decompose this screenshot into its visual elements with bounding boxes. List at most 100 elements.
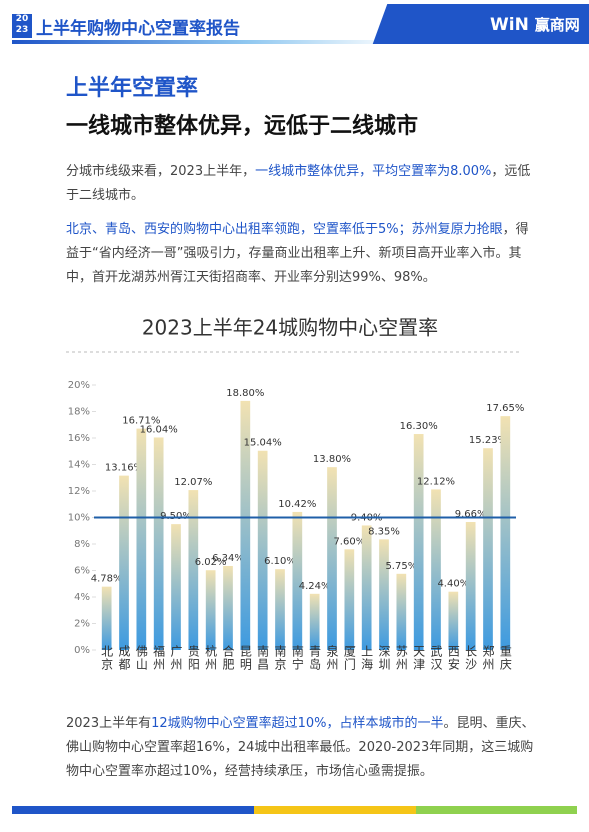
bar xyxy=(188,490,199,650)
body-text: 。昆明、重庆、佛山购物中心空置率超16%，24城中出租率最低。2020-2023… xyxy=(66,716,535,779)
paragraph: 2023上半年有12城购物中心空置率超过10%，占样本城市的一半。昆明、重庆、佛… xyxy=(66,712,536,784)
chart-title: 2023上半年24城购物中心空置率 xyxy=(142,316,438,340)
bar xyxy=(431,489,441,650)
bar xyxy=(465,522,476,650)
footer-stripe xyxy=(12,806,577,814)
x-tick-label: 南昌 xyxy=(256,644,270,671)
y-tick-label: 4% xyxy=(74,592,90,603)
x-tick-label: 南宁 xyxy=(290,644,304,671)
value-label: 4.40% xyxy=(437,579,469,590)
bar xyxy=(500,416,511,650)
value-label: 16.04% xyxy=(140,424,178,435)
stripe xyxy=(254,806,416,814)
y-tick-label: 18% xyxy=(68,407,90,418)
x-tick-label: 武汉 xyxy=(429,645,443,671)
value-label: 4.78% xyxy=(91,574,123,585)
bar xyxy=(413,434,424,650)
x-tick-label: 郑州 xyxy=(481,644,495,671)
value-label: 6.34% xyxy=(212,553,244,564)
value-label: 16.71% xyxy=(122,416,160,427)
bar xyxy=(396,573,407,650)
paragraph: 北京、青岛、西安的购物中心出租率领跑，空置率低于5%；苏州复原力抢眼，得益于“省… xyxy=(66,218,536,290)
highlight-text: 北京、青岛、西安的购物中心出租率领跑，空置率低于5%；苏州复原力抢眼 xyxy=(66,222,503,237)
body-text: ，远低于二线城市。 xyxy=(66,164,531,203)
body-text: 分城市线级来看，2023上半年， xyxy=(66,164,256,179)
stripe xyxy=(415,806,577,814)
highlight-text: 一线城市整体优异，平均空置率为8.00% xyxy=(255,164,492,179)
section-title: 上半年空置率 xyxy=(66,76,199,101)
stripe xyxy=(12,806,255,814)
value-label: 13.16% xyxy=(105,463,143,474)
bar xyxy=(292,511,303,650)
value-label: 6.02% xyxy=(195,557,227,568)
value-label: 13.80% xyxy=(313,454,351,465)
bar xyxy=(327,467,337,650)
value-label: 8.35% xyxy=(368,526,400,537)
x-tick-label: 昆明 xyxy=(238,645,252,671)
value-label: 9.66% xyxy=(455,509,487,520)
badge-line: 23 xyxy=(15,25,29,35)
y-tick-label: 6% xyxy=(74,566,90,577)
bar xyxy=(240,400,251,650)
badge-line: 20 xyxy=(15,14,29,24)
x-tick-label: 佛山 xyxy=(134,645,148,671)
y-tick-label: 10% xyxy=(68,513,90,524)
bar xyxy=(379,539,389,650)
value-label: 6.10% xyxy=(264,556,296,567)
chart: 2023上半年24城购物中心空置率 0% 2% 4% 6% 8% 10% 12% 14% 16%… xyxy=(66,316,524,671)
value-label: 12.12% xyxy=(417,476,455,487)
bar xyxy=(171,524,181,650)
y-tick-label: 14% xyxy=(68,460,90,471)
header-title: 上半年购物中心空置率报告 xyxy=(36,19,240,39)
x-tick-label: 北京 xyxy=(100,645,114,671)
x-tick-label: 深圳 xyxy=(377,645,391,671)
value-label: 15.23% xyxy=(469,435,507,446)
bar xyxy=(257,450,268,650)
bar xyxy=(153,437,164,650)
brand-name: 赢商网 xyxy=(534,16,580,34)
x-tick-label: 贵阳 xyxy=(186,645,200,671)
x-tick-label: 厦门 xyxy=(342,645,356,671)
x-tick-label: 南京 xyxy=(273,644,287,671)
x-tick-label: 上海 xyxy=(360,645,374,671)
x-tick-label: 天津 xyxy=(412,645,426,671)
body-text: ，得益于“省内经济一哥”强吸引力，存量商业出租率上升、新项目高开业率入市。其中，… xyxy=(66,222,529,285)
bar xyxy=(119,475,129,650)
brand: WiN 赢商网 xyxy=(490,14,580,35)
value-label: 15.04% xyxy=(244,438,282,449)
body-text: 2023上半年有 xyxy=(66,716,152,731)
x-tick-label: 成都 xyxy=(117,645,131,671)
y-tick-label: 20% xyxy=(68,380,90,391)
x-tick-label: 苏州 xyxy=(394,645,408,671)
value-label: 5.75% xyxy=(385,561,417,572)
logo: WiN xyxy=(490,15,529,35)
bar xyxy=(275,569,285,650)
badge: 20 23 xyxy=(12,14,32,38)
x-tick-label: 福州 xyxy=(152,644,166,671)
x-tick-label: 重庆 xyxy=(498,645,512,671)
bar xyxy=(223,565,233,650)
bar xyxy=(448,591,459,650)
x-tick-label: 西安 xyxy=(446,645,460,671)
value-label: 7.60% xyxy=(333,536,365,547)
x-tick-label: 青岛 xyxy=(308,645,322,671)
bar xyxy=(101,586,112,650)
y-tick-label: 12% xyxy=(68,486,90,497)
value-label: 4.24% xyxy=(299,581,331,592)
y-tick-label: 0% xyxy=(74,645,90,656)
value-label: 16.30% xyxy=(400,421,438,432)
value-label: 12.07% xyxy=(174,477,212,488)
x-tick-label: 泉州 xyxy=(325,645,339,671)
bar xyxy=(136,428,147,650)
y-tick-label: 8% xyxy=(74,539,90,550)
section-subtitle: 一线城市整体优异，远低于二线城市 xyxy=(66,114,419,139)
x-tick-label: 长沙 xyxy=(464,645,478,671)
paragraph: 分城市线级来看，2023上半年，一线城市整体优异，平均空置率为8.00%，远低于… xyxy=(66,160,536,208)
y-tick-label: 2% xyxy=(74,619,90,630)
x-tick-label: 广州 xyxy=(169,645,183,671)
bar xyxy=(344,549,355,650)
bar xyxy=(361,525,372,650)
highlight-text: 12城购物中心空置率超过10%，占样本城市的一半 xyxy=(151,716,444,731)
bar xyxy=(483,448,493,650)
